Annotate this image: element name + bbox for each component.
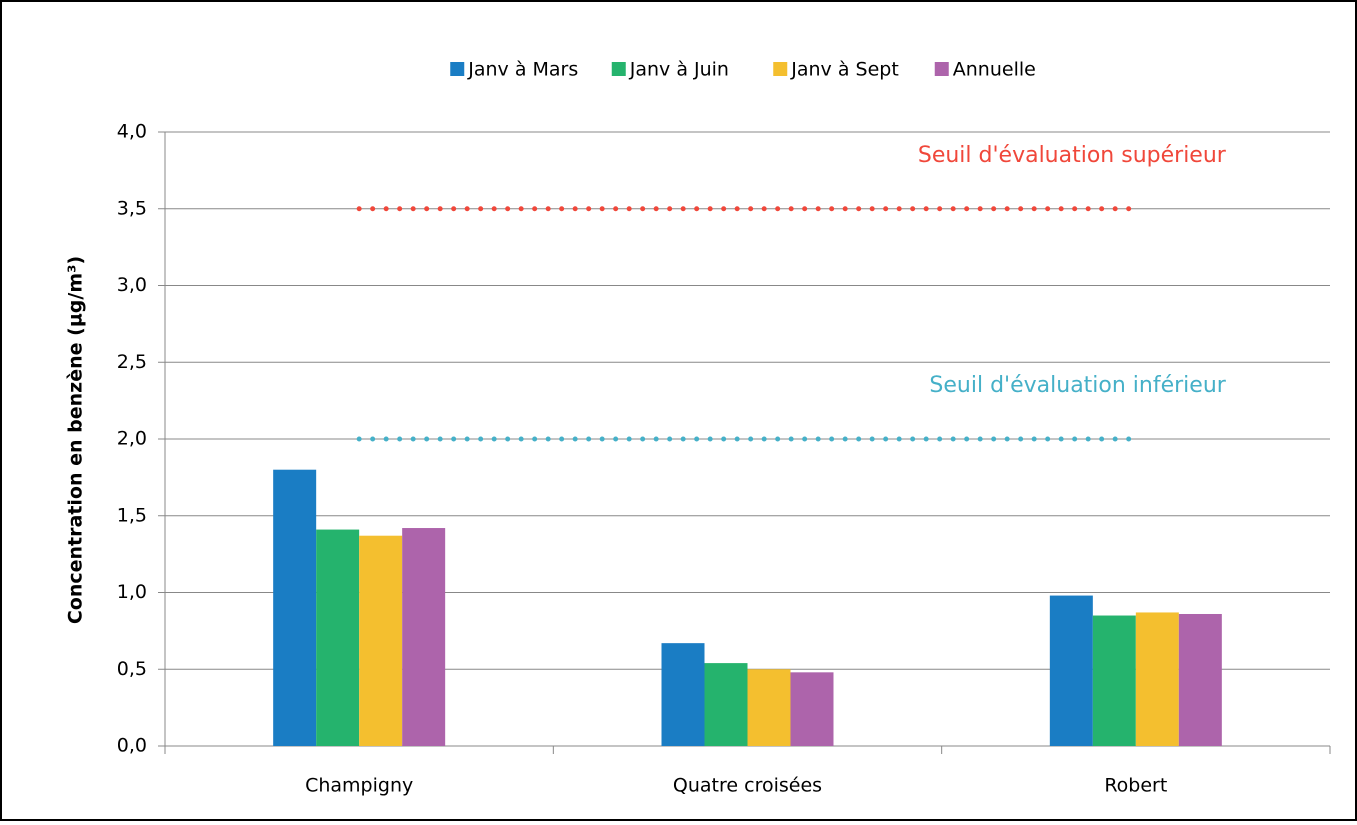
legend-label: Janv à Mars bbox=[467, 59, 578, 81]
bar bbox=[661, 643, 705, 746]
bar bbox=[704, 663, 748, 746]
x-tick-label: Robert bbox=[1104, 775, 1167, 797]
legend-label: Annuelle bbox=[953, 59, 1036, 81]
bar bbox=[1092, 615, 1136, 746]
bar bbox=[316, 529, 360, 746]
legend-label: Janv à Juin bbox=[629, 59, 729, 81]
y-axis-label: Concentration en benzène (µg/m³) bbox=[65, 256, 87, 624]
legend-swatch bbox=[773, 62, 788, 76]
y-tick-label: 3,0 bbox=[117, 274, 147, 296]
legend-swatch bbox=[450, 62, 465, 76]
bar bbox=[747, 669, 791, 746]
legend-swatch bbox=[611, 62, 626, 76]
y-tick-label: 2,0 bbox=[117, 428, 147, 450]
y-tick-label: 3,5 bbox=[117, 197, 147, 219]
bar bbox=[790, 672, 834, 746]
y-tick-label: 1,0 bbox=[117, 581, 147, 603]
y-tick-label: 2,5 bbox=[117, 351, 147, 373]
y-tick-label: 0,0 bbox=[117, 735, 147, 757]
threshold-label: Seuil d'évaluation inférieur bbox=[929, 373, 1226, 398]
bar bbox=[273, 469, 317, 746]
bar bbox=[402, 528, 446, 746]
bar bbox=[1178, 613, 1222, 746]
legend-label: Janv à Sept bbox=[790, 59, 899, 81]
x-tick-label: Quatre croisées bbox=[673, 775, 822, 797]
y-tick-label: 0,5 bbox=[117, 658, 147, 680]
x-tick-label: Champigny bbox=[305, 775, 413, 797]
bar bbox=[1049, 595, 1093, 746]
bar bbox=[1135, 612, 1179, 746]
threshold-label: Seuil d'évaluation supérieur bbox=[918, 143, 1227, 168]
y-tick-label: 4,0 bbox=[117, 121, 147, 143]
y-tick-label: 1,5 bbox=[117, 504, 147, 526]
legend-swatch bbox=[934, 62, 949, 76]
bar bbox=[359, 535, 403, 746]
